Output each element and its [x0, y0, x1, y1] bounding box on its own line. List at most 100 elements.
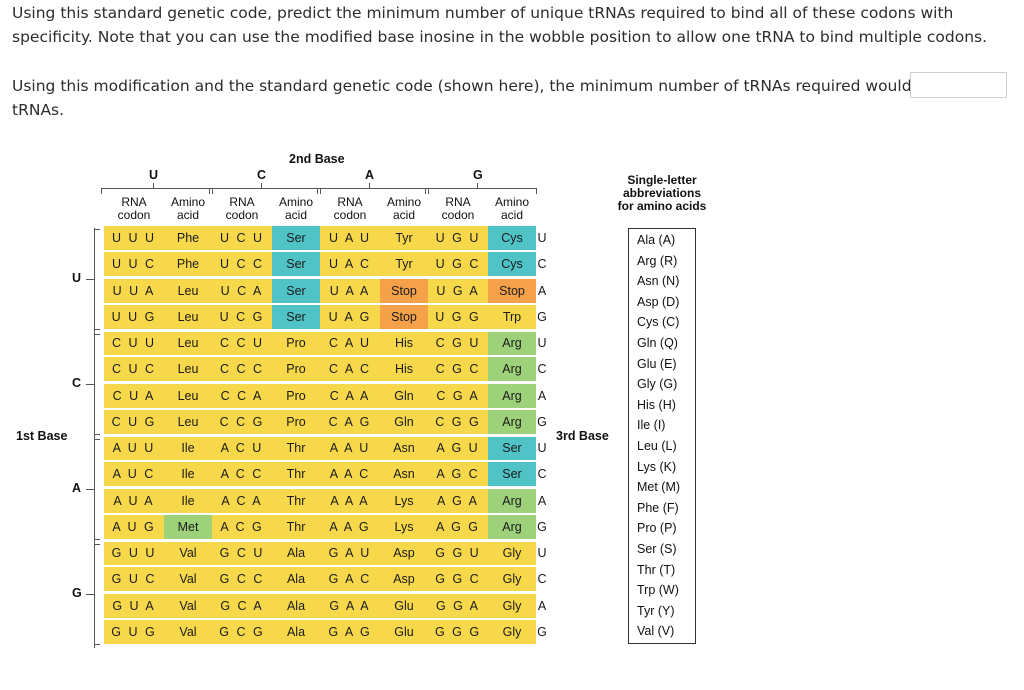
amino-acid-cell: Ala [272, 541, 320, 565]
codon-cell: C A C [320, 357, 380, 382]
amino-acid-cell: Glu [380, 593, 428, 618]
amino-acid-abbreviation: Ala (A) [637, 233, 676, 247]
amino-acid-cell: Tyr [380, 226, 428, 250]
amino-acid-cell: Ile [164, 462, 212, 487]
amino-acid-cell: Stop [488, 278, 536, 303]
codon-cell: A C G [212, 514, 272, 539]
amino-acid-cell: Ser [272, 226, 320, 250]
third-base-label: 3rd Base [556, 429, 609, 443]
abbreviation-box [628, 228, 696, 644]
amino-acid-cell: Arg [488, 357, 536, 382]
codon-cell: C A A [320, 383, 380, 408]
amino-acid-cell: Leu [164, 409, 212, 434]
row-separator [104, 408, 536, 410]
amino-acid-abbreviation: Met (M) [637, 480, 681, 495]
column-header-codon: RNA codon [117, 195, 151, 222]
bracket-line [212, 188, 213, 194]
amino-acid-cell: Stop [380, 304, 428, 329]
codon-cell: U G G [428, 304, 488, 329]
amino-acid-cell: Trp [488, 304, 536, 329]
amino-acid-cell: Lys [380, 488, 428, 513]
amino-acid-cell: Pro [272, 357, 320, 382]
third-base-letter: G [537, 414, 547, 429]
amino-acid-cell: Leu [164, 331, 212, 355]
third-base-letter: U [537, 546, 547, 560]
bracket-line [536, 188, 537, 194]
amino-acid-cell: Gly [488, 541, 536, 565]
prompt-after: tRNAs. [12, 101, 65, 119]
codon-cell: A G C [428, 462, 488, 487]
amino-acid-cell: Gln [380, 409, 428, 434]
abbr-title-line: Single-letter [627, 173, 697, 187]
codon-cell: C C U [212, 331, 272, 355]
amino-acid-cell: Asn [380, 462, 428, 487]
codon-cell: G A U [320, 541, 380, 565]
third-base-letter: U [537, 441, 547, 455]
tick-line [86, 488, 94, 490]
row-separator [104, 566, 536, 568]
amino-acid-cell: Cys [488, 252, 536, 277]
amino-acid-cell: Arg [488, 514, 536, 539]
codon-cell: G G A [428, 593, 488, 618]
amino-acid-cell: Glu [380, 619, 428, 644]
codon-cell: C A U [320, 331, 380, 355]
amino-acid-abbreviation: Gln (Q) [637, 336, 678, 350]
codon-cell: G G G [428, 619, 488, 644]
codon-cell: U C A [212, 278, 272, 303]
third-base-letter: C [537, 467, 547, 482]
amino-acid-abbreviation: Leu (L) [637, 439, 677, 453]
codon-cell: G C G [212, 619, 272, 644]
amino-acid-abbreviation: Ser (S) [637, 542, 677, 556]
amino-acid-cell: Val [164, 541, 212, 565]
codon-cell: G A C [320, 567, 380, 592]
amino-acid-cell: Pro [272, 331, 320, 355]
bracket-line [94, 539, 100, 540]
codon-cell: U A A [320, 278, 380, 303]
amino-acid-abbreviation: Gly (G) [637, 377, 678, 392]
amino-acid-cell: Pro [272, 409, 320, 434]
bracket-line [317, 188, 429, 189]
third-base-letter: A [537, 598, 547, 613]
amino-acid-cell: Ser [488, 462, 536, 487]
amino-acid-cell: Asn [380, 436, 428, 460]
amino-acid-cell: Ser [272, 304, 320, 329]
amino-acid-cell: Phe [164, 226, 212, 250]
third-base-letter: A [537, 493, 547, 508]
codon-cell: A C C [212, 462, 272, 487]
codon-cell: C A G [320, 409, 380, 434]
amino-acid-cell: Lys [380, 514, 428, 539]
second-base-letter: U [149, 168, 159, 182]
amino-acid-cell: Val [164, 593, 212, 618]
amino-acid-cell: Thr [272, 462, 320, 487]
third-base-letter: C [537, 572, 547, 587]
amino-acid-cell: Arg [488, 331, 536, 355]
amino-acid-cell: Thr [272, 436, 320, 460]
bracket-line [101, 188, 102, 194]
third-base-letter: G [537, 519, 547, 534]
second-base-letter: C [257, 168, 267, 182]
tick-line [261, 183, 262, 188]
first-base-letter: C [72, 375, 82, 390]
amino-acid-cell: Met [164, 514, 212, 539]
column-header-codon: RNA codon [225, 195, 259, 222]
codon-cell: C U A [104, 383, 164, 408]
row-separator [104, 461, 536, 463]
amino-acid-abbreviation: Ile (I) [637, 418, 666, 433]
answer-input[interactable] [910, 72, 1007, 98]
amino-acid-abbreviation: Pro (P) [637, 521, 677, 536]
row-separator [104, 251, 536, 253]
bracket-line [209, 188, 210, 194]
amino-acid-abbreviation: Phe (F) [637, 500, 679, 515]
amino-acid-abbreviation: Thr (T) [637, 562, 676, 577]
codon-cell: A G G [428, 514, 488, 539]
first-base-letter: A [72, 480, 82, 495]
row-separator [104, 618, 536, 620]
codon-cell: C U G [104, 409, 164, 434]
amino-acid-cell: Ile [164, 436, 212, 460]
row-separator [104, 487, 536, 489]
amino-acid-abbreviation: His (H) [637, 397, 676, 412]
bracket-line [425, 188, 426, 194]
second-base-label: 2nd Base [289, 152, 345, 166]
tick-line [369, 183, 370, 188]
tick-line [86, 593, 94, 595]
